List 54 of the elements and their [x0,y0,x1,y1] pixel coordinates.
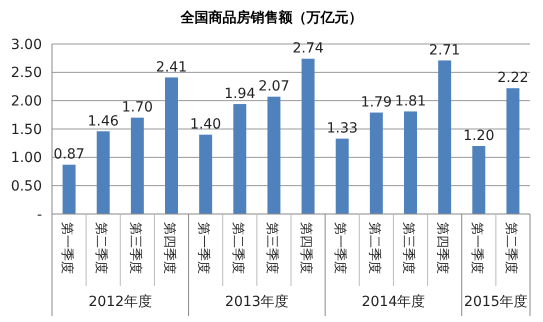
bar [165,77,178,214]
bar [336,138,349,214]
bar [302,58,315,214]
data-label: 2.41 [156,59,188,76]
x-tick-label: 第二季度 [230,222,246,274]
x-tick-label: 第四季度 [162,222,178,274]
x-tick-label: 第三季度 [400,222,416,274]
bar [96,131,110,214]
y-tick-label: 0.50 [10,178,42,195]
y-tick-label: - [36,206,42,223]
data-label: 1.79 [360,94,392,111]
y-tick-label: 3.00 [10,36,42,53]
x-tick-label: 第二季度 [366,222,382,274]
x-tick-label: 第四季度 [434,222,451,274]
x-tick-label: 第一季度 [196,222,212,274]
x-tick-label: 第一季度 [59,222,76,274]
bar [267,96,280,214]
y-tick-label: 2.00 [10,94,42,110]
data-label: 1.70 [122,100,153,116]
text: 2015年度 [464,294,528,310]
x-tick-label: 第一季度 [332,222,348,274]
bar [233,104,246,214]
x-tick-label: 第四季度 [298,222,314,274]
text: 2014年度 [362,294,426,310]
data-label: 2.74 [292,40,324,57]
data-label: 2.71 [429,42,460,58]
data-label: 1.20 [463,128,494,144]
bar [130,118,144,214]
bar [472,146,486,214]
data-label: 2.07 [258,78,290,95]
x-tick-label: 第三季度 [127,222,144,274]
data-label: 1.81 [394,93,426,110]
x-tick-label: 第二季度 [502,222,519,274]
data-label: 1.94 [224,86,256,102]
text: 2013年度 [225,294,289,310]
x-tick-label: 第三季度 [264,222,280,274]
y-tick-label: 1.50 [10,122,42,138]
data-label: 2.22 [497,70,529,86]
bar [62,164,76,214]
data-label: 1.46 [88,113,119,130]
x-tick-label: 第一季度 [468,222,485,274]
y-tick-label: 2.50 [10,65,42,82]
bar [438,60,452,214]
data-label: 0.87 [53,146,85,163]
bar [506,88,520,214]
data-label: 1.33 [326,120,358,137]
bar [404,111,417,214]
x-tick-label: 第二季度 [93,222,110,274]
bar [370,112,383,214]
chart-title: 全国商品房销售额（万亿元） [180,9,362,26]
data-label: 1.40 [190,116,222,133]
text: 2012年度 [88,294,152,310]
y-tick-label: 1.00 [10,150,42,166]
bar [199,134,212,214]
